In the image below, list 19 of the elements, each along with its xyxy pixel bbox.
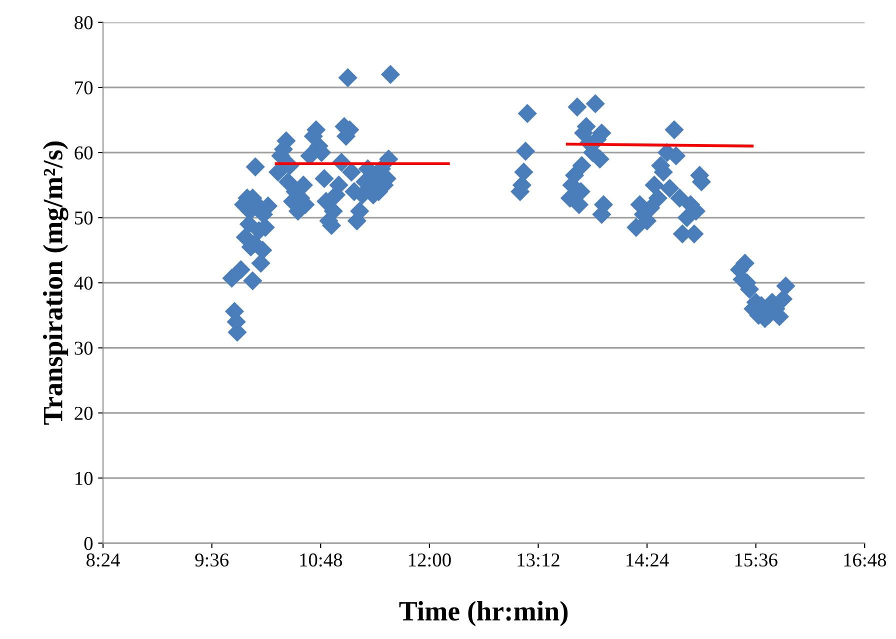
x-tick-label: 15:36 [735, 553, 778, 567]
x-tick-label: 12:00 [409, 553, 451, 567]
x-axis-title: Time (hr:min) [399, 601, 568, 626]
y-tick-label: 60 [74, 146, 93, 160]
x-tick-label: 9:36 [195, 553, 229, 567]
x-tick-label: 13:12 [518, 553, 560, 567]
y-tick-label: 50 [75, 211, 93, 225]
y-tick-label: 30 [74, 342, 93, 355]
x-tick-label: 10:48 [300, 553, 342, 567]
y-tick-label: 80 [74, 16, 93, 30]
y-tick-label: 40 [74, 276, 93, 290]
x-tick-label: 14:24 [626, 553, 669, 567]
x-tick-label: 16:48 [844, 553, 886, 567]
x-tick-label: 8:24 [86, 553, 120, 567]
y-tick-label: 10 [76, 472, 93, 485]
y-axis-title: Transpiration (mg/m²/s) [42, 142, 68, 425]
y-tick-label: 0 [84, 536, 93, 550]
y-tick-label: 20 [74, 406, 93, 420]
y-tick-label: 70 [75, 81, 93, 94]
